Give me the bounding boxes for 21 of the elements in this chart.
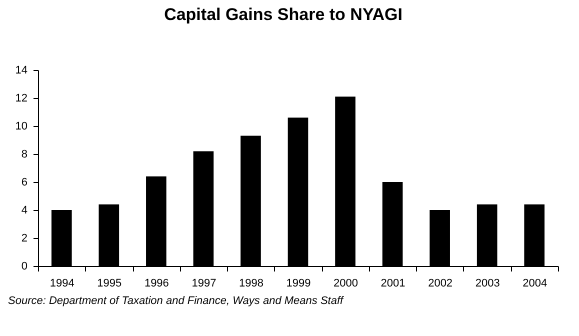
x-tick-label: 1994 <box>50 278 74 290</box>
source-note: Source: Department of Taxation and Finance, Ways and Means Staff <box>8 295 344 307</box>
x-tick-label: 1996 <box>144 278 169 290</box>
chart-title: Capital Gains Share to NYAGI <box>164 5 402 24</box>
y-tick-label: 8 <box>21 148 28 160</box>
y-tick-label: 6 <box>21 176 28 188</box>
x-tick-label: 2004 <box>522 278 548 290</box>
x-tick-label: 2002 <box>428 278 453 290</box>
y-tick-label: 2 <box>21 232 28 244</box>
x-tick-label: 1998 <box>238 278 264 290</box>
x-tick-label: 1999 <box>286 278 311 290</box>
y-tick-label: 0 <box>21 260 28 272</box>
y-tick-label: 12 <box>15 92 28 104</box>
x-tick-label: 1997 <box>192 278 216 290</box>
x-tick-label: 2000 <box>334 278 358 290</box>
y-tick-label: 10 <box>15 120 28 132</box>
y-tick-label: 14 <box>15 64 28 76</box>
x-tick-label: 2003 <box>475 278 500 290</box>
x-tick-label: 1995 <box>97 278 122 290</box>
x-tick-label: 2001 <box>380 278 406 290</box>
y-tick-label: 4 <box>21 204 28 216</box>
